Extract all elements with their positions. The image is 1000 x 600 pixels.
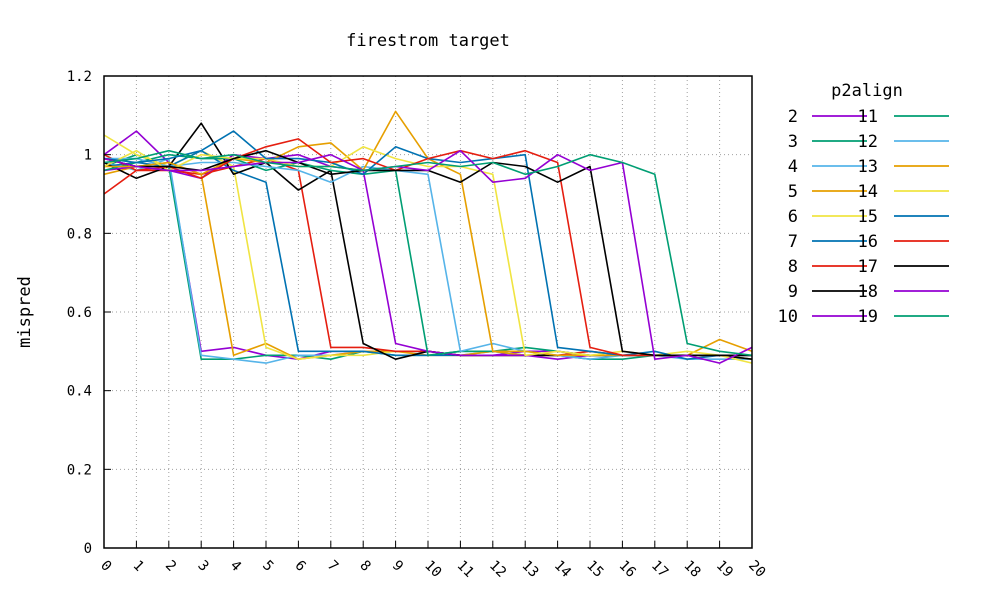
series-line-18 — [103, 149, 753, 364]
legend-item-10: 10 — [778, 307, 867, 327]
legend-item-6: 6 — [788, 207, 867, 227]
series-line-16 — [103, 138, 752, 357]
legend-label-8: 8 — [788, 257, 798, 277]
x-tick-label-7: 7 — [324, 558, 341, 575]
x-tick-label-11: 11 — [454, 558, 477, 581]
legend-item-12: 12 — [858, 132, 949, 152]
y-tick-label-3: 0.6 — [67, 305, 92, 321]
legend-item-8: 8 — [788, 257, 867, 277]
x-tick-label-9: 9 — [389, 558, 406, 575]
legend-label-14: 14 — [858, 182, 878, 202]
x-tick-label-17: 17 — [648, 558, 671, 581]
legend-label-16: 16 — [858, 232, 878, 252]
legend-label-9: 9 — [788, 282, 798, 302]
x-tick-label-6: 6 — [292, 558, 309, 575]
legend: p2align 2 3 4 5 6 7 8 9 10 11 12 13 14 15 16 17 18 19 — [778, 81, 949, 327]
legend-label-6: 6 — [788, 207, 798, 227]
legend-label-11: 11 — [858, 107, 878, 127]
x-tick-label-15: 15 — [583, 558, 606, 581]
x-tick-label-20: 20 — [745, 558, 768, 581]
legend-label-18: 18 — [858, 282, 878, 302]
x-tick-label-12: 12 — [486, 558, 509, 581]
x-tick-label-2: 2 — [162, 558, 179, 575]
legend-item-3: 3 — [788, 132, 867, 152]
legend-item-2: 2 — [788, 107, 867, 127]
legend-label-2: 2 — [788, 107, 798, 127]
chart-title: firestrom target — [346, 31, 510, 51]
y-tick-label-5: 1 — [84, 148, 92, 164]
legend-label-17: 17 — [858, 257, 878, 277]
legend-label-13: 13 — [858, 157, 878, 177]
legend-label-7: 7 — [788, 232, 798, 252]
y-axis-label: mispred — [15, 276, 35, 348]
legend-label-19: 19 — [858, 307, 878, 327]
x-tick-label-16: 16 — [616, 558, 639, 581]
x-tick-label-18: 18 — [680, 558, 703, 581]
x-tick-label-14: 14 — [551, 558, 574, 581]
legend-item-4: 4 — [788, 157, 867, 177]
x-tick-label-1: 1 — [130, 558, 147, 575]
legend-label-10: 10 — [778, 307, 798, 327]
series-line-14 — [103, 146, 753, 364]
y-tick-label-4: 0.8 — [67, 226, 92, 242]
legend-label-3: 3 — [788, 132, 798, 152]
legend-item-16: 16 — [858, 232, 949, 252]
y-axis-ticks: 0 0.2 0.4 0.6 0.8 1 1.2 — [67, 69, 111, 557]
y-tick-label-6: 1.2 — [67, 69, 92, 85]
legend-item-11: 11 — [858, 107, 949, 127]
x-tick-label-5: 5 — [259, 558, 276, 575]
legend-title: p2align — [831, 81, 903, 101]
legend-item-17: 17 — [858, 257, 949, 277]
x-tick-label-13: 13 — [518, 558, 541, 581]
legend-item-5: 5 — [788, 182, 867, 202]
x-tick-label-4: 4 — [227, 558, 244, 575]
legend-item-9: 9 — [788, 282, 867, 302]
x-tick-label-8: 8 — [356, 558, 373, 575]
legend-items: 2 3 4 5 6 7 8 9 10 11 12 13 14 15 16 17 18 19 — [778, 107, 949, 327]
legend-label-5: 5 — [788, 182, 798, 202]
x-tick-label-10: 10 — [421, 558, 444, 581]
x-tick-label-3: 3 — [194, 558, 211, 575]
legend-item-15: 15 — [858, 207, 949, 227]
legend-label-15: 15 — [858, 207, 878, 227]
x-tick-label-0: 0 — [97, 558, 114, 575]
x-tick-label-19: 19 — [713, 558, 736, 581]
legend-item-18: 18 — [858, 282, 949, 302]
y-tick-label-0: 0 — [84, 541, 92, 557]
legend-label-12: 12 — [858, 132, 878, 152]
y-tick-label-1: 0.2 — [67, 462, 92, 478]
legend-item-13: 13 — [858, 157, 949, 177]
x-axis-ticks: 0 1 2 3 4 5 6 7 8 9 10 11 12 13 14 15 16 17 18 19 20 — [97, 541, 768, 581]
legend-label-4: 4 — [788, 157, 798, 177]
series-lines — [103, 110, 753, 364]
legend-item-19: 19 — [858, 307, 949, 327]
grid-lines — [103, 75, 753, 549]
y-tick-label-2: 0.4 — [67, 384, 92, 400]
legend-item-14: 14 — [858, 182, 949, 202]
series-line-19 — [103, 149, 753, 357]
legend-item-7: 7 — [788, 232, 867, 252]
